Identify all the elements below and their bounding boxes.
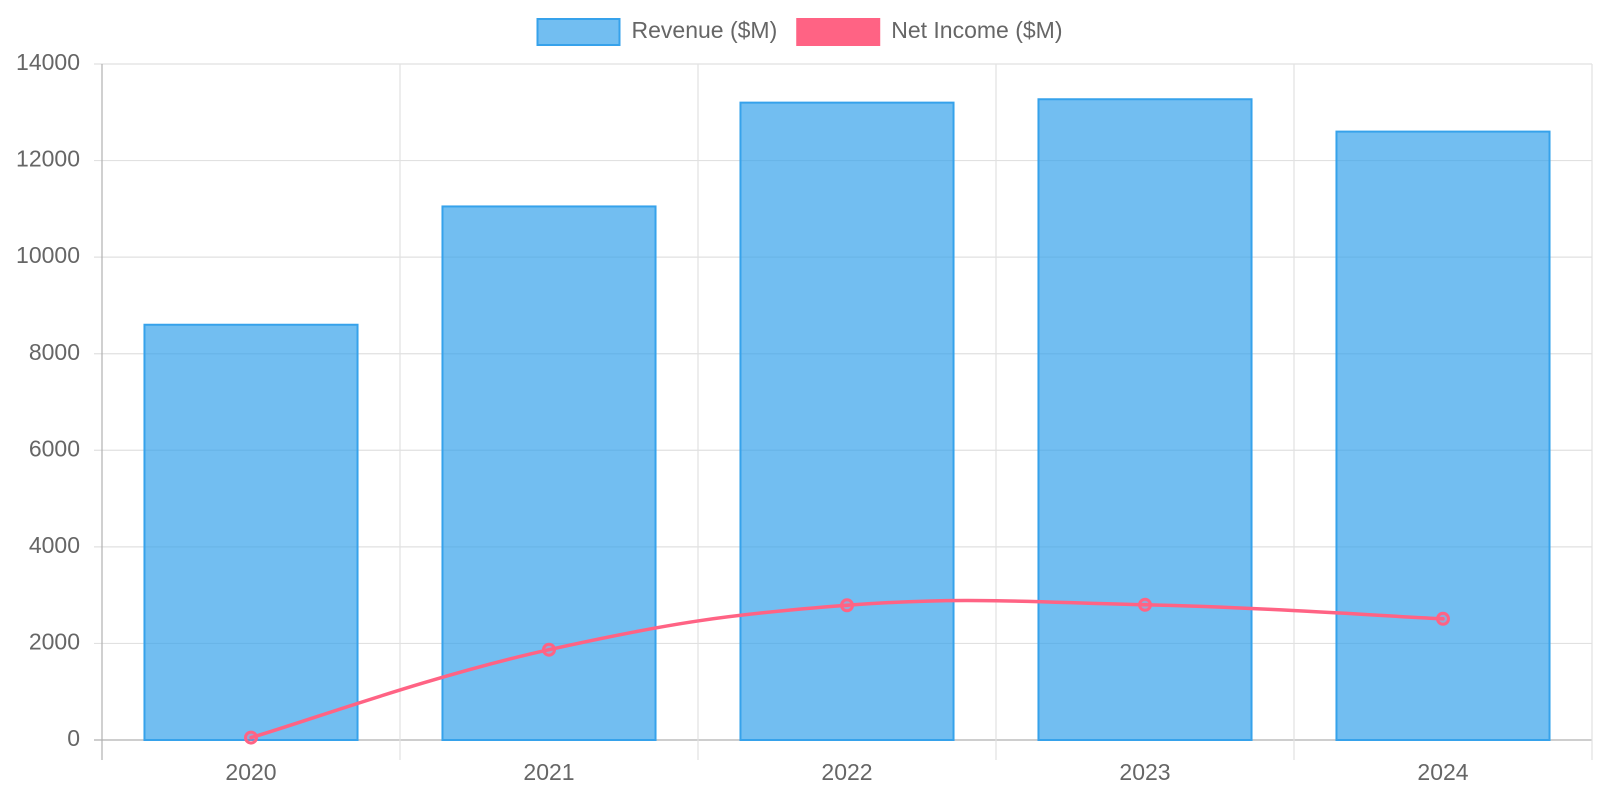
x-tick-label: 2022 — [821, 759, 872, 785]
legend-label: Revenue ($M) — [632, 17, 778, 43]
line-net-income — [249, 598, 1445, 740]
y-tick-label: 12000 — [16, 146, 80, 172]
x-tick-label: 2021 — [523, 759, 574, 785]
bar-revenue-2023 — [1037, 98, 1253, 741]
point-net-income-2021 — [542, 642, 556, 657]
point-net-income-2020 — [244, 730, 258, 745]
point-net-income-2024 — [1436, 611, 1450, 626]
x-tick-label: 2020 — [225, 759, 276, 785]
y-tick-label: 8000 — [29, 339, 80, 365]
y-tick-label: 10000 — [16, 242, 80, 268]
bar-revenue-2020 — [143, 323, 359, 741]
y-tick-label: 4000 — [29, 532, 80, 558]
line-layer — [244, 597, 1450, 745]
bar-revenue-2021 — [441, 205, 657, 741]
point-net-income-2022 — [840, 598, 854, 613]
axis-layer: 0 2000 4000 6000 8000 10000 12000 14000 2020 2021… — [16, 49, 1469, 785]
legend: Revenue ($M) Net Income ($M) — [536, 17, 1063, 46]
legend-swatch-net-income — [796, 18, 881, 46]
y-tick-label: 2000 — [29, 629, 80, 655]
y-tick-label: 14000 — [16, 49, 80, 75]
bar-revenue-2024 — [1335, 130, 1551, 742]
y-tick-label: 6000 — [29, 435, 80, 461]
x-tick-label: 2024 — [1417, 759, 1468, 785]
bars-layer — [143, 98, 1551, 742]
legend-swatch-revenue — [536, 18, 621, 46]
bar-revenue-2022 — [739, 101, 955, 741]
point-net-income-2023 — [1138, 597, 1152, 612]
legend-label: Net Income ($M) — [891, 17, 1062, 43]
y-tick-label: 0 — [67, 725, 80, 751]
x-tick-label: 2023 — [1119, 759, 1170, 785]
